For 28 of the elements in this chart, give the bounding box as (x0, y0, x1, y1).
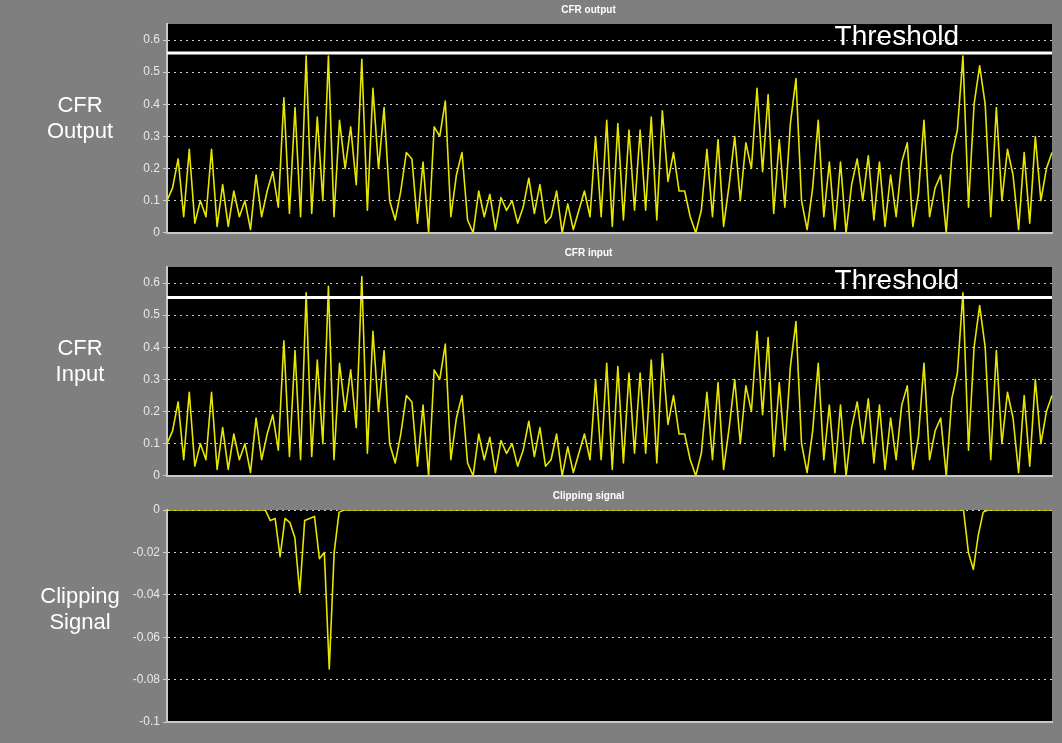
y-axis-title: CFR Output (45, 91, 114, 144)
y-tick-label: 0.1 (143, 435, 161, 450)
y-tick-label: 0 (153, 502, 161, 517)
y-tick-label: 0 (153, 225, 161, 240)
ref-line-label: Threshold (834, 19, 960, 51)
y-tick-label: 0.2 (143, 403, 161, 418)
y-tick-label: 0.1 (143, 192, 161, 207)
y-tick-label: 0 (153, 468, 161, 483)
chart-title: CFR output (561, 3, 617, 15)
y-axis-title: CFR Input (54, 334, 106, 387)
y-tick-label: 0.5 (143, 64, 161, 79)
y-tick-label: -0.04 (132, 587, 161, 602)
y-axis-title: Clipping Signal (39, 583, 121, 635)
ref-line-label: Threshold (834, 264, 960, 296)
y-tick-label: 0.3 (143, 371, 161, 386)
chart-title: Clipping signal (552, 489, 625, 501)
y-tick-label: -0.1 (139, 714, 161, 729)
y-tick-label: 0.5 (143, 307, 161, 322)
y-tick-label: -0.02 (132, 544, 161, 559)
y-tick-label: -0.06 (132, 629, 161, 644)
y-tick-label: 0.4 (143, 339, 161, 354)
y-tick-label: 0.4 (143, 96, 161, 111)
y-tick-label: 0.6 (143, 275, 161, 290)
y-tick-label: -0.08 (132, 671, 161, 686)
y-tick-label: 0.3 (143, 128, 161, 143)
chart-title: CFR input (564, 246, 614, 258)
y-tick-label: 0.2 (143, 160, 161, 175)
y-tick-label: 0.6 (143, 32, 161, 47)
